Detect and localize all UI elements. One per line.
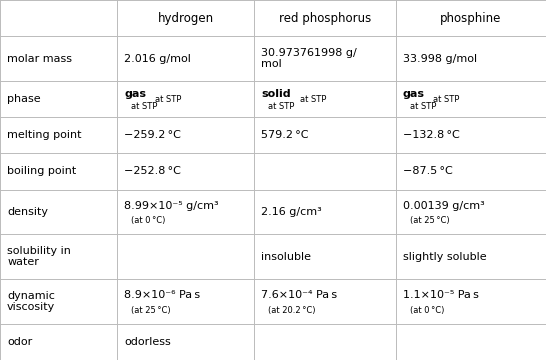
Text: slightly soluble: slightly soluble <box>403 252 486 262</box>
Text: at STP: at STP <box>132 102 158 111</box>
Text: melting point: melting point <box>7 130 81 140</box>
Text: solubility in
water: solubility in water <box>7 246 71 267</box>
Text: at STP: at STP <box>155 95 181 104</box>
Text: (at 25 °C): (at 25 °C) <box>411 216 450 225</box>
Text: 2.016 g/mol: 2.016 g/mol <box>124 54 191 64</box>
Text: 8.9×10⁻⁶ Pa s: 8.9×10⁻⁶ Pa s <box>124 290 200 300</box>
Text: at STP: at STP <box>268 102 294 111</box>
Text: (at 20.2 °C): (at 20.2 °C) <box>268 306 316 315</box>
Text: solid: solid <box>261 89 290 99</box>
Text: phosphine: phosphine <box>440 12 502 24</box>
Text: insoluble: insoluble <box>261 252 311 262</box>
Text: at STP: at STP <box>411 102 437 111</box>
Text: dynamic
viscosity: dynamic viscosity <box>7 291 55 312</box>
Text: 33.998 g/mol: 33.998 g/mol <box>403 54 477 64</box>
Text: red phosphorus: red phosphorus <box>279 12 371 24</box>
Text: gas: gas <box>403 89 425 99</box>
Text: 2.16 g/cm³: 2.16 g/cm³ <box>261 207 322 217</box>
Text: (at 0 °C): (at 0 °C) <box>132 216 165 225</box>
Text: −252.8 °C: −252.8 °C <box>124 166 181 176</box>
Text: gas: gas <box>124 89 146 99</box>
Text: 30.973761998 g/
mol: 30.973761998 g/ mol <box>261 48 357 69</box>
Text: 579.2 °C: 579.2 °C <box>261 130 308 140</box>
Text: hydrogen: hydrogen <box>158 12 213 24</box>
Text: density: density <box>7 207 48 217</box>
Text: (at 25 °C): (at 25 °C) <box>132 306 171 315</box>
Text: 1.1×10⁻⁵ Pa s: 1.1×10⁻⁵ Pa s <box>403 290 479 300</box>
Text: odorless: odorless <box>124 337 171 347</box>
Text: (at 0 °C): (at 0 °C) <box>411 306 445 315</box>
Text: molar mass: molar mass <box>7 54 72 64</box>
Text: phase: phase <box>7 94 41 104</box>
Text: 0.00139 g/cm³: 0.00139 g/cm³ <box>403 201 485 211</box>
Text: odor: odor <box>7 337 32 347</box>
Text: −132.8 °C: −132.8 °C <box>403 130 460 140</box>
Text: 7.6×10⁻⁴ Pa s: 7.6×10⁻⁴ Pa s <box>261 290 337 300</box>
Text: −87.5 °C: −87.5 °C <box>403 166 453 176</box>
Text: 8.99×10⁻⁵ g/cm³: 8.99×10⁻⁵ g/cm³ <box>124 201 219 211</box>
Text: −259.2 °C: −259.2 °C <box>124 130 181 140</box>
Text: at STP: at STP <box>433 95 459 104</box>
Text: boiling point: boiling point <box>7 166 76 176</box>
Text: at STP: at STP <box>300 95 327 104</box>
